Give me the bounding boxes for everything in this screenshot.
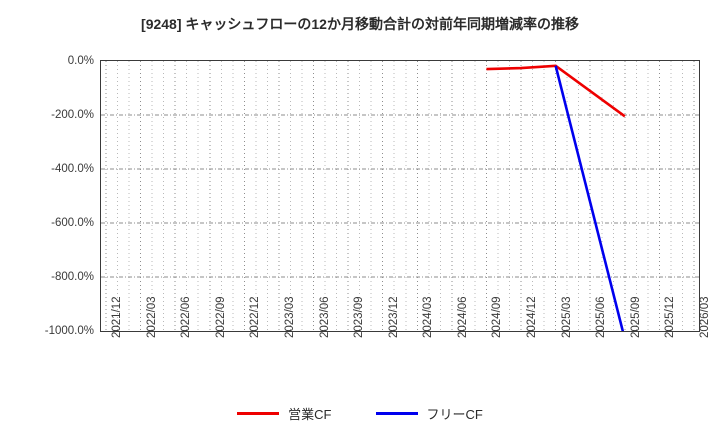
x-axis-tick-label: 2024/12 [526,296,539,338]
x-axis-tick-label: 2023/03 [283,296,296,338]
x-axis-tick-label: 2025/09 [629,296,642,338]
x-axis-tick-label: 2024/09 [491,296,504,338]
x-axis-tick-label: 2024/06 [456,296,469,338]
legend-item-operating-cf[interactable]: 営業CF [237,404,332,423]
x-axis-tick-label: 2022/12 [249,296,262,338]
x-axis-tick-label: 2025/06 [595,296,608,338]
y-axis-tick-label: -1000.0% [44,325,94,337]
x-axis-tick-label: 2025/12 [664,296,677,338]
x-axis-tick-label: 2023/09 [353,296,366,338]
plot-svg [101,61,699,331]
x-axis-tick-label: 2023/12 [387,296,400,338]
legend-label-operating-cf: 営業CF [288,407,332,422]
x-axis-tick-label: 2023/06 [318,296,331,338]
chart-legend: 営業CF フリーCF [0,404,720,423]
y-axis-tick-label: -800.0% [51,271,94,283]
x-axis-tick-label: 2021/12 [111,296,123,338]
x-axis-tick-label: 2022/06 [180,296,193,338]
x-axis-tick-label: 2022/09 [214,296,227,338]
legend-swatch-free-cf [375,412,418,415]
x-axis-tick-label: 2022/03 [145,296,158,338]
y-axis-tick-label: -600.0% [51,217,94,229]
legend-item-free-cf[interactable]: フリーCF [375,404,483,423]
legend-label-free-cf: フリーCF [426,407,483,422]
x-axis-tick-label: 2026/03 [699,296,711,338]
y-axis-tick-label: -400.0% [51,163,94,175]
legend-swatch-operating-cf [237,412,280,415]
chart-title: [9248] キャッシュフローの12か月移動合計の対前年同期増減率の推移 [141,16,579,32]
y-axis-tick-label: -200.0% [51,109,94,121]
plot-area [100,60,700,332]
x-axis-tick-label: 2024/03 [422,296,435,338]
y-axis-tick-label: 0.0% [67,55,94,67]
x-axis-tick-label: 2025/03 [560,296,573,338]
